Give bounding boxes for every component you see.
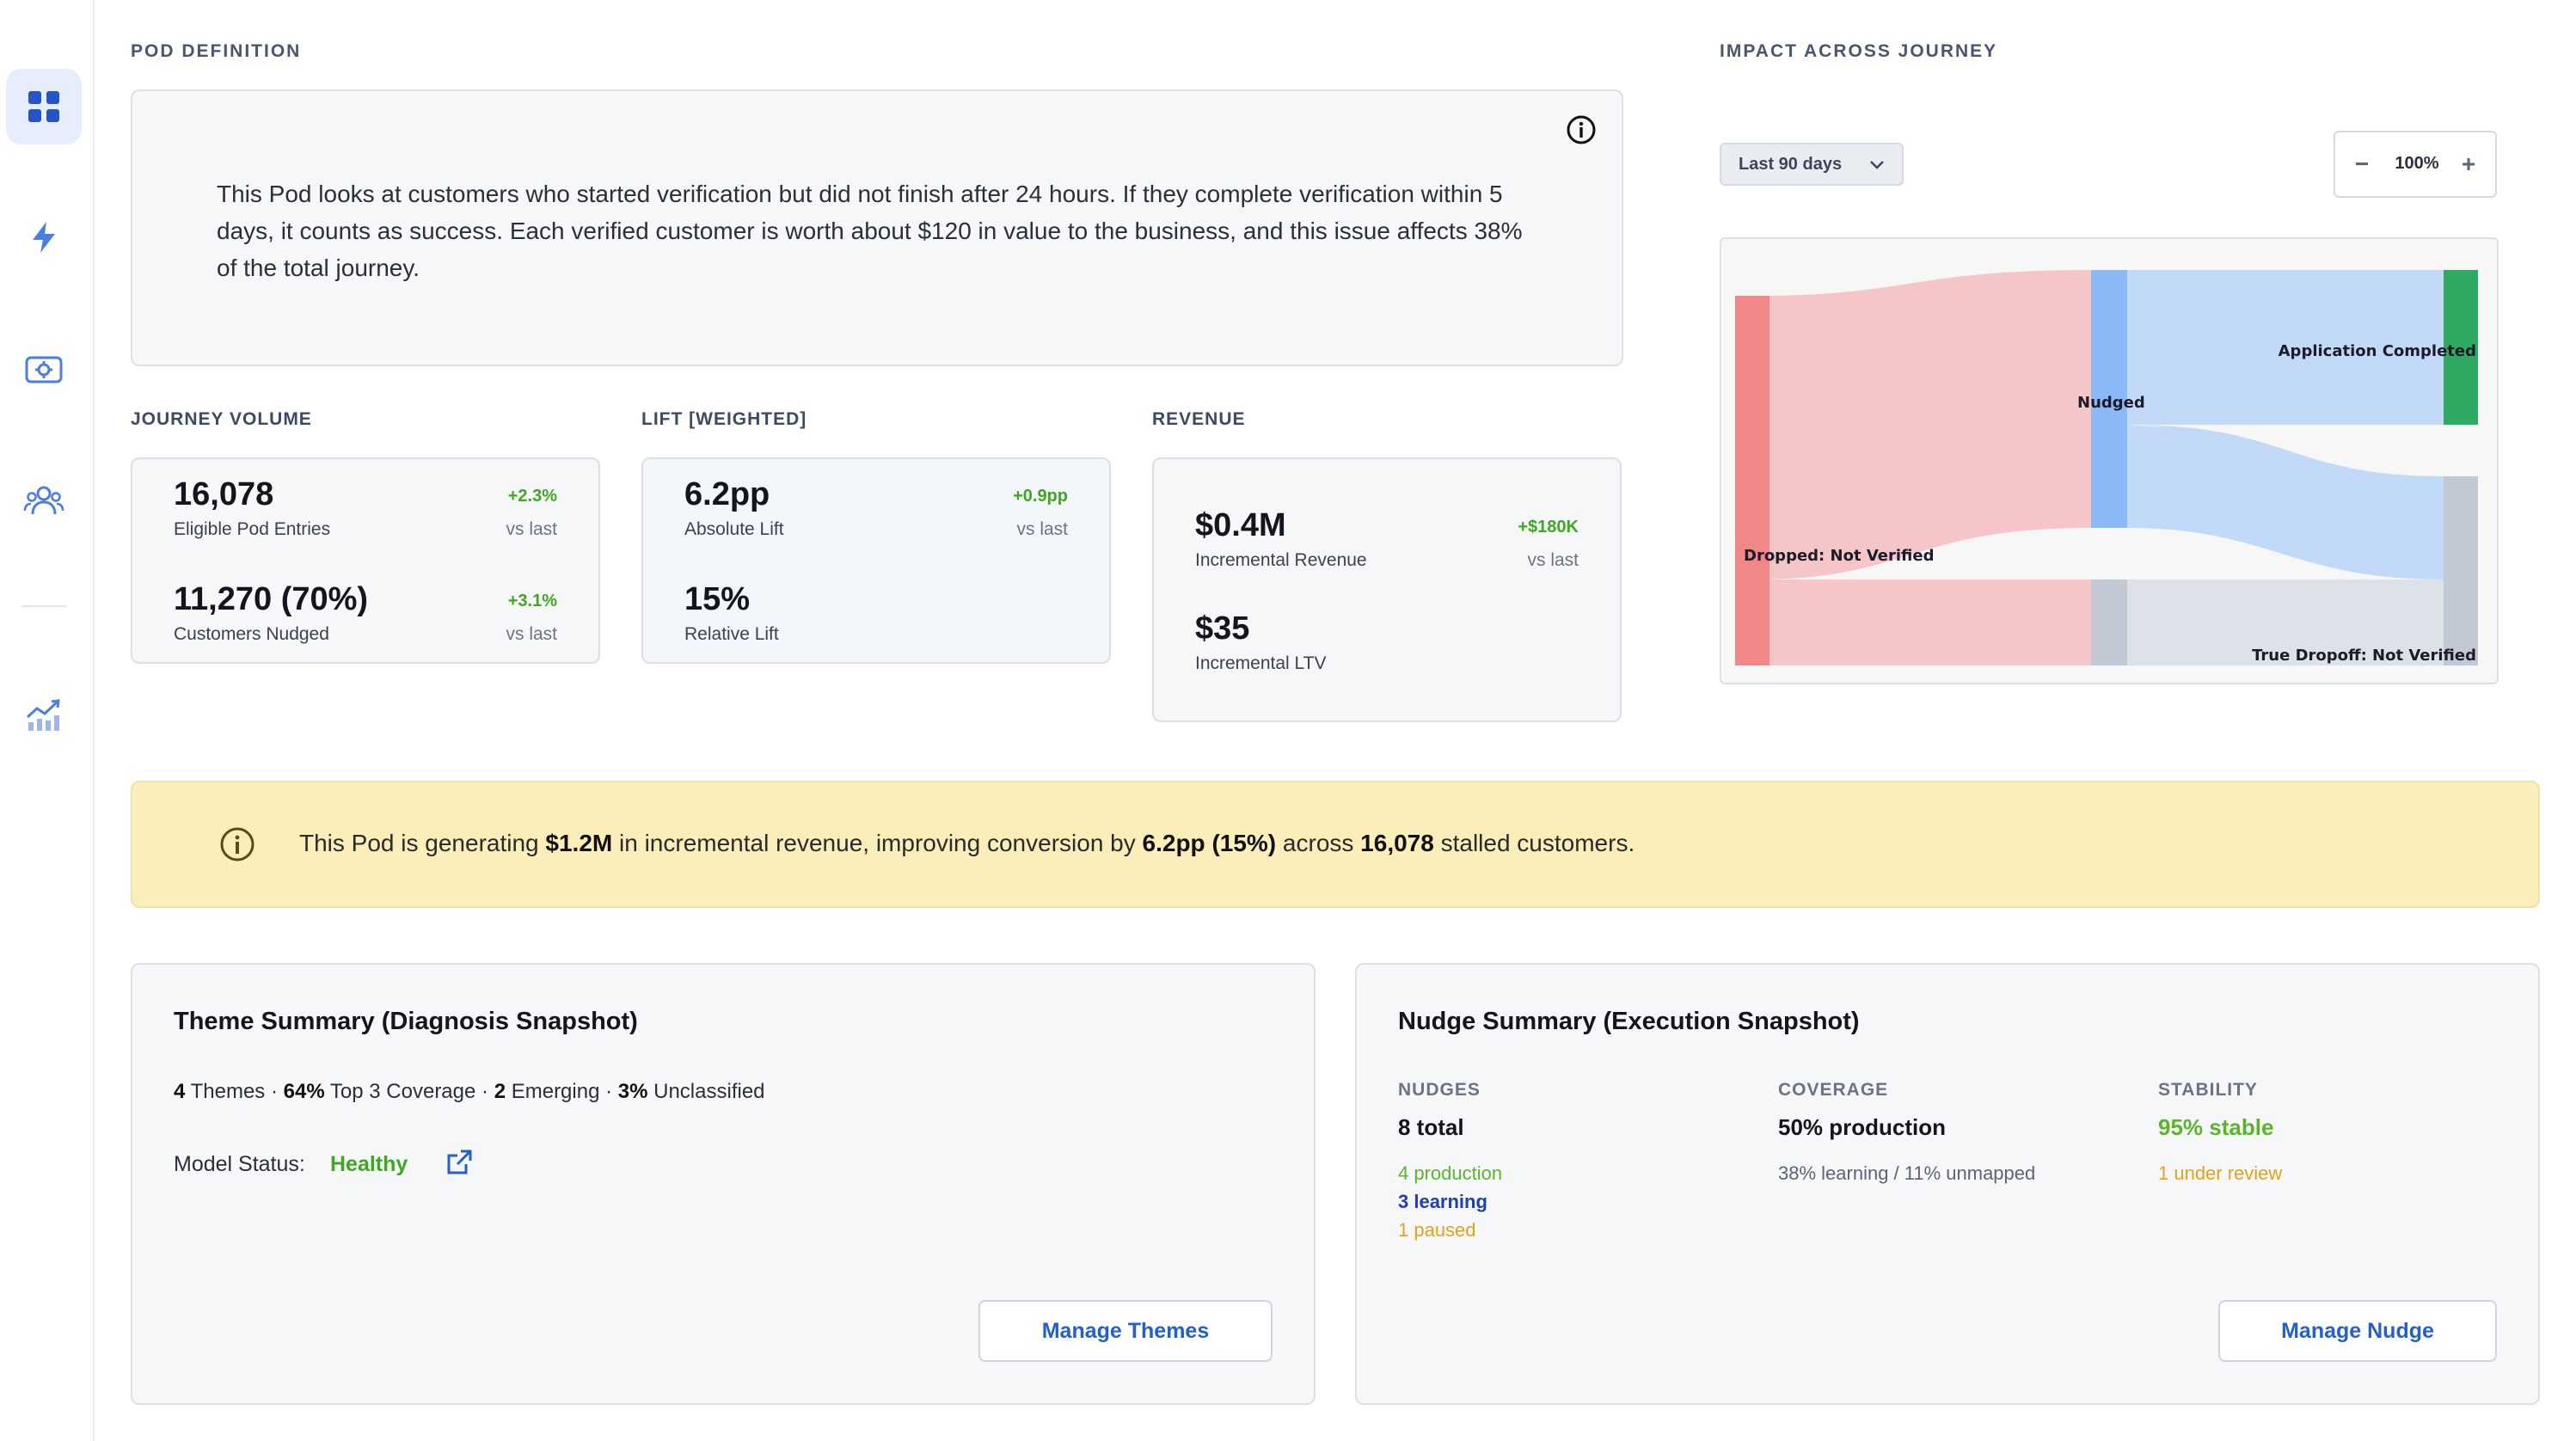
label-completed: Application Completed xyxy=(2279,342,2476,360)
nav-dashboard[interactable] xyxy=(6,69,82,144)
incremental-revenue-delta: +$180K xyxy=(1518,518,1579,537)
revenue-card: $0.4M Incremental Revenue +$180K vs last… xyxy=(1152,457,1622,722)
coverage-label: COVERAGE xyxy=(1778,1080,1889,1100)
node-completed xyxy=(2444,270,2478,425)
stability-detail: 1 under review xyxy=(2158,1162,2283,1184)
banner-text: This Pod is generating $1.2M in incremen… xyxy=(299,830,1635,856)
zoom-in-button[interactable]: + xyxy=(2461,150,2476,177)
pod-definition-label: POD DEFINITION xyxy=(131,41,302,61)
absolute-lift-value: 6.2pp xyxy=(684,476,770,512)
incremental-ltv-value: $35 xyxy=(1195,610,1250,647)
flow-nudged-to-dropoff-fill xyxy=(2127,425,2444,579)
date-range-dropdown[interactable]: Last 90 days xyxy=(1720,143,1904,186)
customers-nudged-vs: vs last xyxy=(506,624,557,644)
flow-nudged-to-completed xyxy=(2127,270,2444,425)
flow-dropoff-remaining xyxy=(2127,579,2444,665)
banner-customers: 16,078 xyxy=(1360,830,1434,856)
sidebar xyxy=(0,0,95,1441)
nav-divider xyxy=(21,605,66,607)
theme-summary-title: Theme Summary (Diagnosis Snapshot) xyxy=(174,1008,638,1035)
label-true-dropoff: True Dropoff: Not Verified xyxy=(2252,647,2476,665)
label-nudged: Nudged xyxy=(2077,394,2145,412)
nudges-label: NUDGES xyxy=(1398,1080,1481,1100)
stability-label: STABILITY xyxy=(2158,1080,2258,1100)
manage-themes-button[interactable]: Manage Themes xyxy=(978,1300,1273,1362)
incremental-ltv-caption: Incremental LTV xyxy=(1195,653,1327,673)
customers-nudged-caption: Customers Nudged xyxy=(174,624,329,644)
incremental-revenue-value: $0.4M xyxy=(1195,507,1286,543)
info-icon[interactable] xyxy=(1565,113,1598,146)
eligible-entries-caption: Eligible Pod Entries xyxy=(174,519,331,539)
model-status-value: Healthy xyxy=(330,1152,408,1176)
banner-revenue: $1.2M xyxy=(545,830,613,856)
lift-card: 6.2pp Absolute Lift +0.9pp vs last 15% R… xyxy=(641,457,1111,664)
stability-value: 95% stable xyxy=(2158,1114,2274,1140)
relative-lift-value: 15% xyxy=(684,581,751,617)
eligible-entries-vs: vs last xyxy=(506,519,557,539)
label-dropped: Dropped: Not Verified xyxy=(1744,547,1934,565)
gear-icon xyxy=(25,356,63,383)
info-icon xyxy=(220,827,255,862)
nudge-summary-card: Nudge Summary (Execution Snapshot) NUDGE… xyxy=(1355,963,2540,1405)
nav-nudges[interactable] xyxy=(6,199,82,275)
zoom-out-button[interactable]: − xyxy=(2354,150,2370,177)
flow-dropped-to-dropoff xyxy=(1756,579,2091,665)
coverage-detail: 38% learning / 11% unmapped xyxy=(1778,1162,2036,1184)
lift-label: LIFT [WEIGHTED] xyxy=(641,409,807,429)
theme-summary-stats: 4 Themes · 64% Top 3 Coverage · 2 Emergi… xyxy=(174,1080,765,1103)
nudge-summary-title: Nudge Summary (Execution Snapshot) xyxy=(1398,1008,1860,1035)
date-range-value: Last 90 days xyxy=(1739,154,1843,174)
node-nudged xyxy=(2091,270,2127,528)
chart-icon xyxy=(26,699,60,731)
chevron-down-icon xyxy=(1870,161,1884,169)
nudges-learning: 3 learning xyxy=(1398,1191,1487,1212)
coverage-value: 50% production xyxy=(1778,1114,1947,1140)
customers-nudged-delta: +3.1% xyxy=(507,592,557,610)
flow-dropped-to-nudged xyxy=(1756,270,2091,579)
customers-nudged-value: 11,270 (70%) xyxy=(174,581,369,617)
zoom-level: 100% xyxy=(2395,154,2439,173)
absolute-lift-caption: Absolute Lift xyxy=(684,519,784,539)
nav-settings[interactable] xyxy=(6,332,82,408)
journey-volume-card: 16,078 Eligible Pod Entries +2.3% vs las… xyxy=(131,457,600,664)
sankey-svg: Dropped: Not Verified Nudged Application… xyxy=(1735,270,2478,665)
eligible-entries-delta: +2.3% xyxy=(507,487,557,506)
banner-lift: 6.2pp (15%) xyxy=(1142,830,1277,856)
eligible-entries-value: 16,078 xyxy=(174,476,274,512)
impact-banner: This Pod is generating $1.2M in incremen… xyxy=(131,781,2540,908)
manage-nudge-button[interactable]: Manage Nudge xyxy=(2218,1300,2497,1362)
grid-icon xyxy=(28,91,59,122)
impact-label: IMPACT ACROSS JOURNEY xyxy=(1720,41,1998,61)
lightning-icon xyxy=(33,222,55,253)
nudges-total: 8 total xyxy=(1398,1114,1464,1140)
zoom-control: − 100% + xyxy=(2334,131,2497,198)
relative-lift-caption: Relative Lift xyxy=(684,624,779,644)
node-dropped xyxy=(1735,296,1769,665)
users-icon xyxy=(23,486,64,515)
incremental-revenue-caption: Incremental Revenue xyxy=(1195,550,1367,570)
incremental-revenue-vs: vs last xyxy=(1527,550,1579,570)
journey-volume-label: JOURNEY VOLUME xyxy=(131,409,312,429)
pod-definition-card: This Pod looks at customers who started … xyxy=(131,89,1623,366)
nav-users[interactable] xyxy=(6,463,82,538)
nudges-paused: 1 paused xyxy=(1398,1219,1476,1241)
nudges-production: 4 production xyxy=(1398,1162,1503,1184)
sankey-chart: Dropped: Not Verified Nudged Application… xyxy=(1720,237,2499,684)
absolute-lift-vs: vs last xyxy=(1016,519,1068,539)
pod-definition-text: This Pod looks at customers who started … xyxy=(217,181,1523,281)
revenue-label: REVENUE xyxy=(1152,409,1246,429)
node-nudged-dropoff xyxy=(2091,579,2127,665)
theme-summary-card: Theme Summary (Diagnosis Snapshot) 4 The… xyxy=(131,963,1316,1405)
node-true-dropoff xyxy=(2444,476,2478,665)
external-link-icon[interactable] xyxy=(444,1147,475,1178)
nav-analytics[interactable] xyxy=(6,678,82,753)
model-status-label: Model Status: xyxy=(174,1152,305,1176)
absolute-lift-delta: +0.9pp xyxy=(1013,487,1068,506)
